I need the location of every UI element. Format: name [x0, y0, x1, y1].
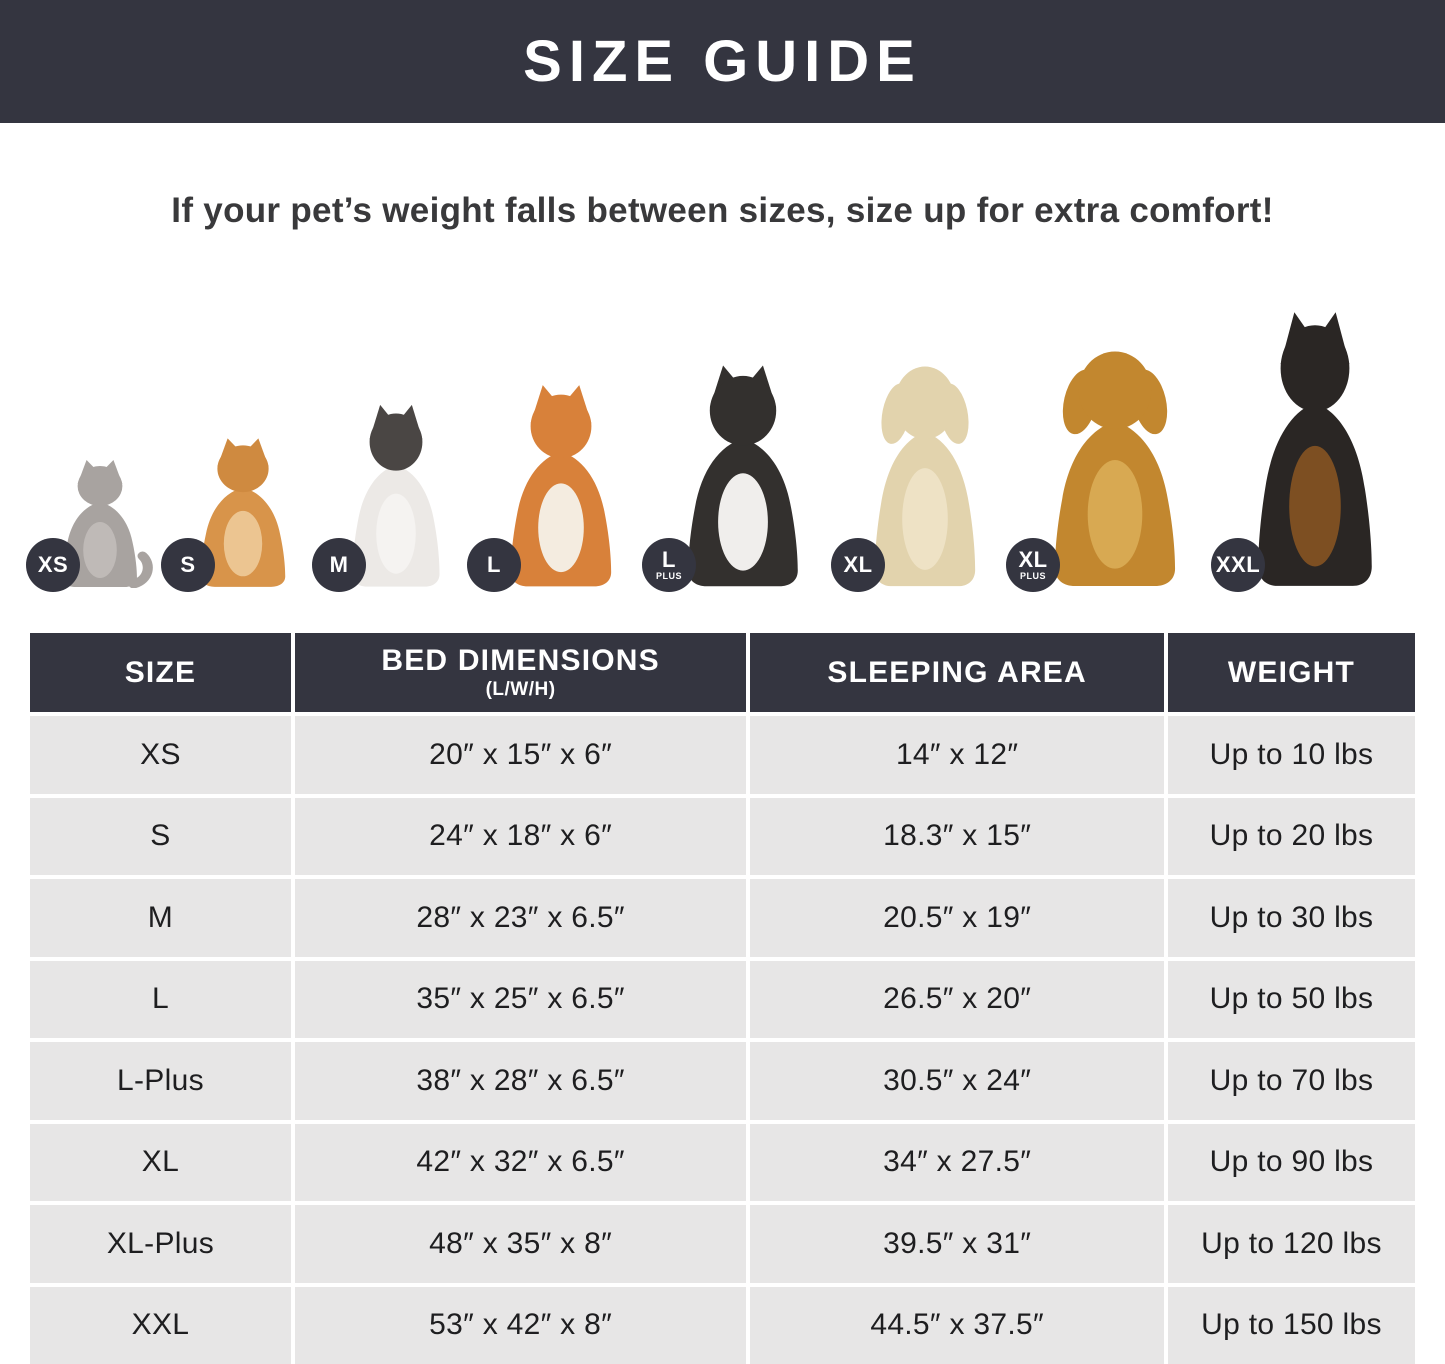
size-badge-sublabel: PLUS — [1019, 571, 1046, 581]
cell-sleeping-area: 34″ x 27.5″ — [750, 1123, 1164, 1201]
cell-sleeping-area: 30.5″ x 24″ — [750, 1042, 1164, 1120]
cell-bed-dimensions: 53″ x 42″ x 8″ — [294, 1286, 747, 1364]
size-guide-title: SIZE GUIDE — [523, 29, 922, 94]
cell-bed-dimensions: 42″ x 32″ x 6.5″ — [294, 1123, 747, 1201]
column-header-sublabel: (L/W/H) — [485, 679, 556, 700]
cell-bed-dimensions: 38″ x 28″ x 6.5″ — [294, 1042, 747, 1120]
column-header-label: SIZE — [124, 655, 197, 689]
cell-bed-dimensions: 35″ x 25″ x 6.5″ — [294, 960, 747, 1038]
size-badge-l-plus: L PLUS — [642, 538, 696, 592]
size-badge-l: L — [467, 538, 521, 592]
pet-shiba-inu: L — [467, 382, 637, 592]
size-badge-xl-plus: XL PLUS — [1006, 538, 1060, 592]
size-badge-sublabel: PLUS — [655, 571, 682, 581]
cell-size: M — [30, 879, 291, 957]
doberman-illustration — [1258, 312, 1372, 586]
size-badge-label: L — [662, 547, 676, 572]
size-badge-label: XL — [1018, 547, 1048, 572]
french-bulldog-illustration — [352, 404, 440, 587]
cell-weight: Up to 70 lbs — [1167, 1042, 1415, 1120]
cat-illustration — [63, 460, 153, 588]
size-table: SIZE BED DIMENSIONS (L/W/H) SLEEPING AREA WE… — [30, 633, 1415, 1364]
size-badge-label: XS — [37, 552, 69, 577]
cell-bed-dimensions: 24″ x 18″ x 6″ — [294, 797, 747, 875]
cell-bed-dimensions: 28″ x 23″ x 6.5″ — [294, 879, 747, 957]
cell-sleeping-area: 44.5″ x 37.5″ — [750, 1286, 1164, 1364]
column-header-size: SIZE — [30, 633, 291, 712]
labrador-illustration — [874, 366, 976, 587]
pet-pomeranian: S — [161, 436, 307, 592]
pet-golden-retriever: XL PLUS — [1006, 336, 1206, 592]
cell-bed-dimensions: 48″ x 35″ x 8″ — [294, 1205, 747, 1283]
border-collie-illustration — [688, 365, 798, 587]
column-header-label: BED DIMENSIONS — [381, 644, 660, 677]
cell-sleeping-area: 26.5″ x 20″ — [750, 960, 1164, 1038]
size-badge-label: S — [180, 552, 196, 577]
cell-size: L — [30, 960, 291, 1038]
size-badge-label: L — [487, 552, 501, 577]
size-guide-banner: SIZE GUIDE — [0, 0, 1445, 123]
pet-cat: XS — [26, 458, 156, 592]
size-badge-xs: XS — [26, 538, 80, 592]
cell-sleeping-area: 20.5″ x 19″ — [750, 879, 1164, 957]
column-header-label: SLEEPING AREA — [827, 655, 1087, 689]
size-badge-xxl: XXL — [1211, 538, 1265, 592]
size-badge-label: XL — [843, 552, 873, 577]
size-badge-s: S — [161, 538, 215, 592]
cell-weight: Up to 20 lbs — [1167, 797, 1415, 875]
shiba-inu-illustration — [510, 385, 612, 587]
cell-size: XS — [30, 716, 291, 794]
cell-bed-dimensions: 20″ x 15″ x 6″ — [294, 716, 747, 794]
cell-size: L-Plus — [30, 1042, 291, 1120]
cell-sleeping-area: 18.3″ x 15″ — [750, 797, 1164, 875]
cell-size: S — [30, 797, 291, 875]
size-note: If your pet’s weight falls between sizes… — [171, 190, 1274, 230]
pet-doberman: XXL — [1211, 308, 1401, 592]
size-note-wrap: If your pet’s weight falls between sizes… — [0, 123, 1445, 298]
pet-french-bulldog: M — [312, 402, 462, 592]
cell-weight: Up to 50 lbs — [1167, 960, 1415, 1038]
pet-size-scale: XS S M L L PLUS XL XL PLUS XXL — [26, 298, 1415, 592]
size-badge-xl: XL — [831, 538, 885, 592]
size-badge-m: M — [312, 538, 366, 592]
cell-sleeping-area: 39.5″ x 31″ — [750, 1205, 1164, 1283]
size-badge-label: XXL — [1215, 552, 1261, 577]
cell-size: XL-Plus — [30, 1205, 291, 1283]
column-header-sleeping-area: SLEEPING AREA — [750, 633, 1164, 712]
cell-weight: Up to 30 lbs — [1167, 879, 1415, 957]
column-header-label: WEIGHT — [1227, 655, 1356, 689]
cell-weight: Up to 10 lbs — [1167, 716, 1415, 794]
cell-weight: Up to 120 lbs — [1167, 1205, 1415, 1283]
column-header-weight: WEIGHT — [1167, 633, 1415, 712]
cell-sleeping-area: 14″ x 12″ — [750, 716, 1164, 794]
cell-size: XXL — [30, 1286, 291, 1364]
pet-labrador: XL — [831, 352, 1001, 592]
cell-weight: Up to 150 lbs — [1167, 1286, 1415, 1364]
golden-retriever-illustration — [1054, 351, 1176, 587]
pet-border-collie: L PLUS — [642, 362, 826, 592]
column-header-bed-dimensions: BED DIMENSIONS (L/W/H) — [294, 633, 747, 712]
size-badge-label: M — [329, 552, 349, 577]
cell-size: XL — [30, 1123, 291, 1201]
cell-weight: Up to 90 lbs — [1167, 1123, 1415, 1201]
pomeranian-illustration — [200, 438, 286, 587]
